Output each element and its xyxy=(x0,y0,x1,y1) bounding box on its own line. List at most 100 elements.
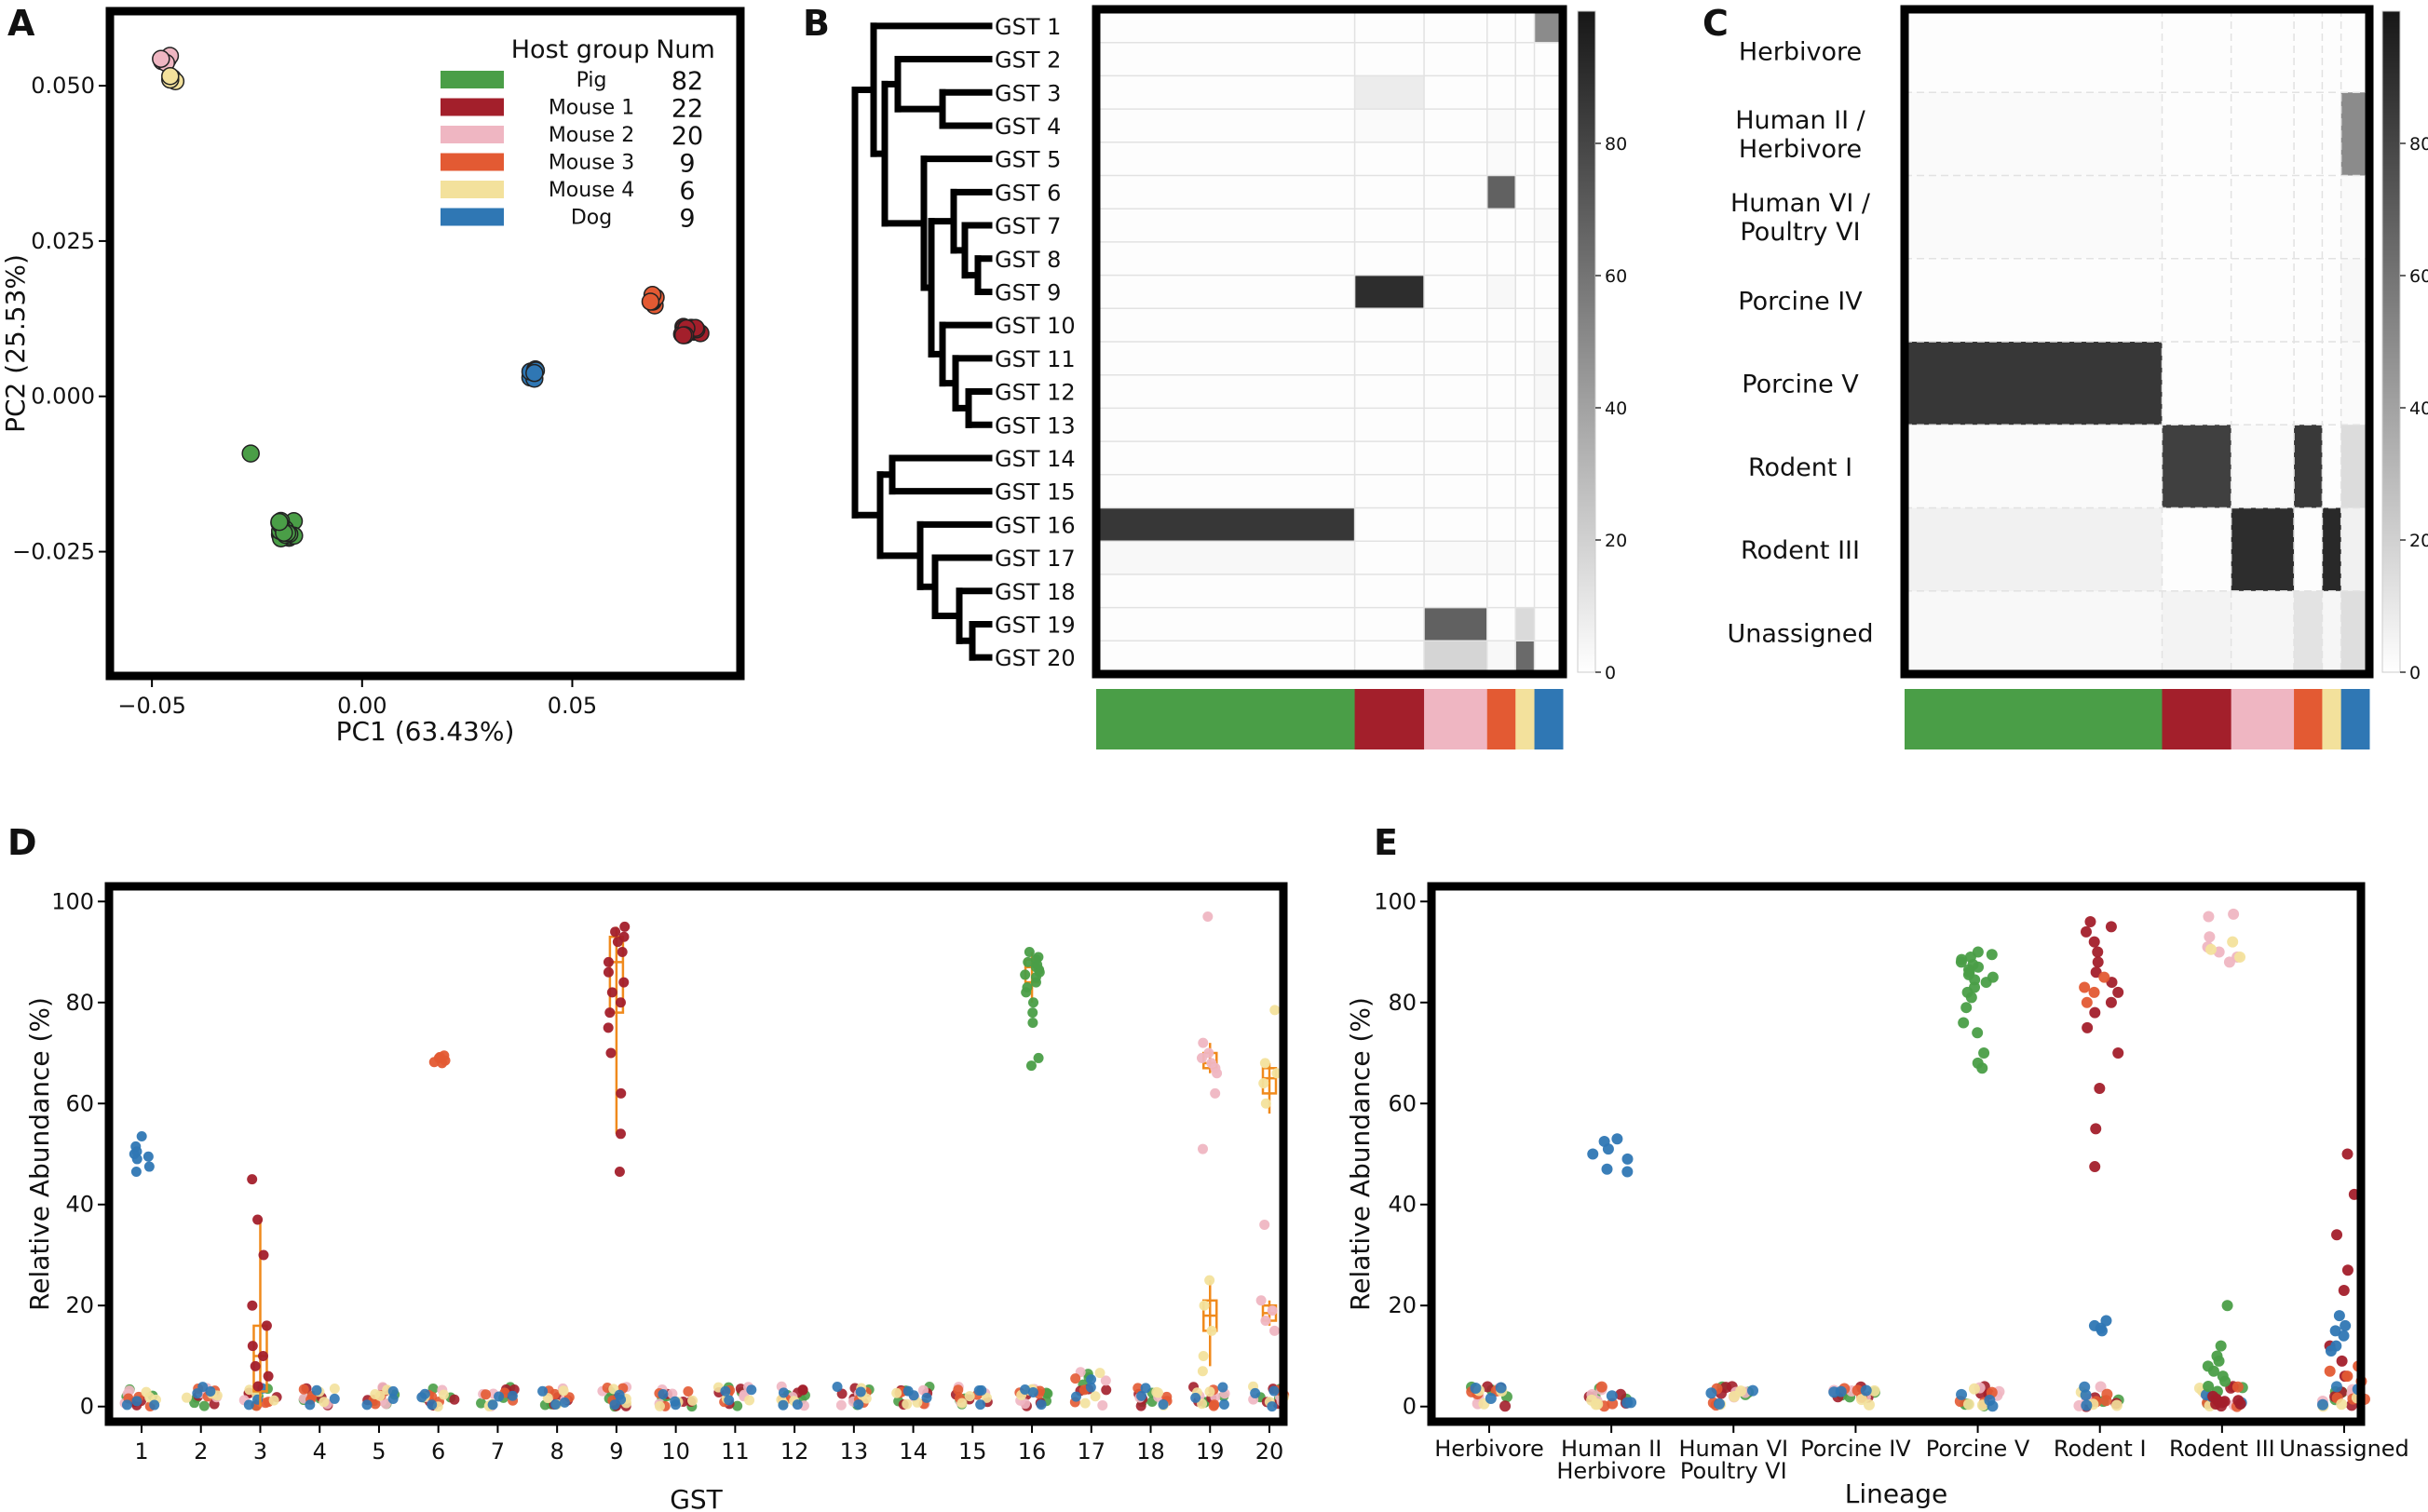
abundance-point-mouse-4 xyxy=(1204,1275,1215,1286)
plot-frame-d xyxy=(104,882,1288,1426)
abundance-point-mouse-1 xyxy=(257,1350,268,1361)
baseline-point xyxy=(975,1399,986,1411)
baseline-point xyxy=(720,1385,731,1397)
abundance-point-pig xyxy=(1020,969,1031,980)
baseline-point xyxy=(244,1384,255,1396)
legend-title-group: Host group xyxy=(511,35,649,64)
abundance-point-pig xyxy=(1972,1027,1984,1039)
abundance-point-mouse-1 xyxy=(2232,1395,2245,1407)
baseline-point xyxy=(427,1399,438,1411)
heatmap-cell xyxy=(1534,607,1564,641)
heatmap-cell xyxy=(2340,507,2370,592)
baseline-point xyxy=(1036,1399,1047,1411)
baseline-point xyxy=(2330,1381,2342,1393)
abundance-point-mouse-1 xyxy=(603,956,614,967)
baseline-point xyxy=(1495,1382,1507,1394)
heatmap-cell xyxy=(1534,474,1564,508)
abundance-point-pig xyxy=(1028,997,1039,1008)
x-tick-label: Herbivore xyxy=(1434,1436,1544,1462)
heatmap-cell xyxy=(1096,374,1356,409)
legend-count: 9 xyxy=(679,150,695,179)
pca-point-mouse-1 xyxy=(673,326,693,344)
abundance-point-mouse-2 xyxy=(1267,1305,1278,1316)
baseline-point xyxy=(1250,1387,1261,1398)
abundance-point-mouse-4 xyxy=(2227,936,2239,948)
baseline-point xyxy=(724,1395,735,1406)
heatmap-cell xyxy=(1534,408,1564,442)
heatmap-cell xyxy=(1424,541,1488,575)
abundance-point-mouse-2 xyxy=(2223,956,2235,968)
abundance-point-mouse-1 xyxy=(618,977,630,988)
colorbar-tick-label: 20 xyxy=(1605,531,1627,551)
abundance-point-mouse-2 xyxy=(1198,1037,1209,1048)
baseline-point xyxy=(370,1398,381,1410)
x-tick-label-line: Unassigned xyxy=(2279,1436,2409,1462)
heatmap-cell xyxy=(2294,9,2323,93)
abundance-point-mouse-1 xyxy=(2217,1397,2229,1409)
x-tick-label-line: Porcine IV xyxy=(1800,1436,1911,1462)
heatmap-cell xyxy=(1096,342,1356,376)
heatmap-cell xyxy=(1354,374,1425,409)
heatmap-cell xyxy=(1486,308,1516,343)
baseline-point xyxy=(361,1399,373,1411)
panel-letter-d: D xyxy=(7,822,37,863)
x-axis-label-e: Lineage xyxy=(1845,1478,1948,1509)
baseline-point xyxy=(380,1398,391,1410)
heatmap-cell xyxy=(2322,92,2342,176)
heatmap-cell xyxy=(1354,507,1425,542)
baseline-point xyxy=(198,1400,210,1411)
baseline-point xyxy=(268,1395,279,1406)
abundance-point-mouse-2 xyxy=(1202,911,1214,923)
heatmap-cell xyxy=(2231,342,2295,425)
gst-row-label: GST 3 xyxy=(995,80,1061,106)
legend-label: Mouse 1 xyxy=(549,97,634,120)
heatmap-cell xyxy=(1354,408,1425,442)
baseline-point xyxy=(2336,1398,2348,1411)
legend-count: 82 xyxy=(671,67,703,96)
lineage-row-label: Human VI / Poultry VI xyxy=(1730,189,1871,247)
baseline-point xyxy=(1101,1384,1112,1396)
abundance-point-dog xyxy=(1621,1166,1634,1178)
x-tick-label-line: Human VI xyxy=(1678,1436,1788,1462)
baseline-point xyxy=(1100,1375,1111,1386)
x-tick-label: 1 xyxy=(134,1438,148,1465)
heatmap-frame xyxy=(1092,5,1567,679)
baseline-point xyxy=(487,1399,498,1411)
heatmap-cell xyxy=(1424,75,1488,110)
gst-row-label: GST 4 xyxy=(995,114,1061,140)
heatmap-cell xyxy=(2340,258,2370,343)
abundance-point-mouse-3 xyxy=(2324,1365,2336,1377)
gst-row-label: GST 19 xyxy=(995,612,1076,638)
lineage-row-label-line: Human II / xyxy=(1735,106,1865,135)
abundance-point-pig xyxy=(1033,1052,1044,1063)
heatmap-cell xyxy=(1424,241,1488,277)
abundance-point-mouse-2 xyxy=(1259,1219,1270,1230)
y-tick-label-a: 0.025 xyxy=(31,228,95,254)
group-strip-pig xyxy=(1096,689,1356,749)
abundance-point-mouse-2 xyxy=(2203,911,2215,923)
gst-row-label: GST 9 xyxy=(995,279,1061,305)
lineage-row-label: Rodent III xyxy=(1741,536,1860,565)
heatmap-cell xyxy=(1424,308,1488,343)
baseline-point xyxy=(853,1399,864,1411)
heatmap-cell xyxy=(1486,241,1516,277)
colorbar-tick-label: 40 xyxy=(1605,398,1627,419)
baseline-point xyxy=(507,1390,518,1401)
group-strip-mouse-3 xyxy=(2294,689,2323,749)
heatmap-cell xyxy=(2231,175,2295,260)
panel-letter-a: A xyxy=(7,3,35,44)
legend-count: 20 xyxy=(671,122,703,151)
heatmap-cell xyxy=(2294,590,2323,675)
baseline-point xyxy=(1070,1391,1081,1402)
abundance-point-dog xyxy=(2338,1330,2350,1342)
x-axis-label-a: PC1 (63.43%) xyxy=(336,716,515,747)
baseline-point xyxy=(243,1399,254,1411)
heatmap-cell xyxy=(2162,590,2232,675)
abundance-point-mouse-1 xyxy=(2090,966,2102,979)
baseline-point xyxy=(1094,1368,1105,1379)
heatmap-cell xyxy=(1096,241,1356,277)
baseline-point xyxy=(537,1385,549,1397)
lineage-row-label: Herbivore xyxy=(1739,38,1862,67)
heatmap-cell xyxy=(2322,507,2342,592)
baseline-point xyxy=(1962,1398,1974,1411)
